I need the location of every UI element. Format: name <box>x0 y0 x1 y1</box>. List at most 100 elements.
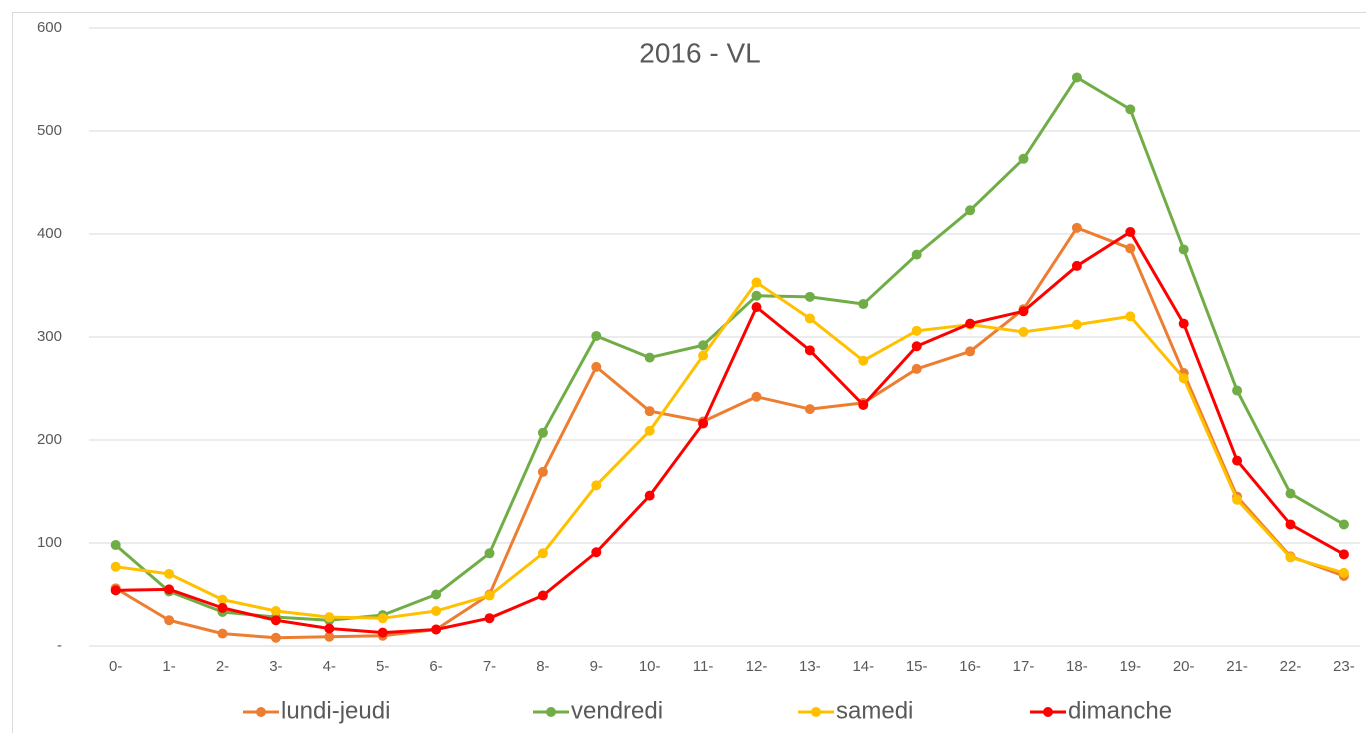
x-tick-label: 18- <box>1066 658 1088 675</box>
data-point <box>1285 488 1296 499</box>
x-tick-label: 16- <box>959 658 981 675</box>
y-tick-label: 500 <box>37 122 62 139</box>
x-tick-label: 6- <box>429 658 442 675</box>
data-point <box>1071 319 1082 330</box>
y-tick-label: 300 <box>37 328 62 345</box>
data-point <box>217 602 228 613</box>
data-point <box>804 313 815 324</box>
data-point <box>164 584 175 595</box>
data-point <box>1071 222 1082 233</box>
data-point <box>484 548 495 559</box>
data-point <box>1125 226 1136 237</box>
x-tick-label: 5- <box>376 658 389 675</box>
data-point <box>164 615 175 626</box>
data-point <box>1232 455 1243 466</box>
legend-label: samedi <box>836 697 913 724</box>
x-tick-label: 12- <box>746 658 768 675</box>
series-line <box>115 280 1345 620</box>
data-point <box>911 325 922 336</box>
data-point <box>1338 567 1349 578</box>
data-point <box>217 594 228 605</box>
x-tick-label: 20- <box>1173 658 1195 675</box>
y-tick-label: 400 <box>37 225 62 242</box>
data-point <box>431 624 442 635</box>
x-tick-label: 4- <box>323 658 336 675</box>
data-point <box>644 352 655 363</box>
data-point <box>1018 326 1029 337</box>
data-point <box>1178 318 1189 329</box>
data-point <box>431 589 442 600</box>
data-point <box>217 628 228 639</box>
data-point <box>965 318 976 329</box>
legend-label: lundi-jeudi <box>281 697 390 724</box>
data-point <box>1338 519 1349 530</box>
data-point <box>751 277 762 288</box>
data-point <box>911 363 922 374</box>
data-point <box>1125 243 1136 254</box>
data-point <box>591 547 602 558</box>
chart-title: 2016 - VL <box>639 37 760 68</box>
data-point <box>858 355 869 366</box>
x-tick-label: 3- <box>269 658 282 675</box>
x-tick-label: 13- <box>799 658 821 675</box>
y-tick-label: 100 <box>37 534 62 551</box>
data-point <box>377 627 388 638</box>
data-point <box>324 612 335 623</box>
y-tick-label: 600 <box>37 19 62 36</box>
legend-marker <box>1043 707 1053 717</box>
data-point <box>110 585 121 596</box>
data-point <box>804 345 815 356</box>
data-point <box>1285 552 1296 563</box>
data-point <box>1232 385 1243 396</box>
data-point <box>1125 311 1136 322</box>
y-tick-label: 200 <box>37 431 62 448</box>
x-tick-label: 19- <box>1119 658 1141 675</box>
data-point <box>698 350 709 361</box>
data-point <box>698 418 709 429</box>
data-point <box>965 346 976 357</box>
series-line <box>114 226 1345 640</box>
data-point <box>537 466 548 477</box>
data-point <box>644 425 655 436</box>
data-point <box>431 605 442 616</box>
data-point <box>1071 72 1082 83</box>
data-point <box>484 590 495 601</box>
data-point <box>591 330 602 341</box>
x-tick-label: 2- <box>216 658 229 675</box>
data-point <box>911 249 922 260</box>
data-point <box>1125 104 1136 115</box>
x-tick-label: 14- <box>852 658 874 675</box>
data-point <box>110 561 121 572</box>
legend-marker <box>256 707 266 717</box>
data-point <box>324 623 335 634</box>
data-point <box>377 613 388 624</box>
x-tick-label: 8- <box>536 658 549 675</box>
legend-marker <box>811 707 821 717</box>
x-tick-label: 11- <box>693 658 714 675</box>
data-point <box>858 399 869 410</box>
x-tick-label: 23- <box>1333 658 1355 675</box>
data-point <box>911 341 922 352</box>
x-tick-label: 15- <box>906 658 928 675</box>
data-point <box>270 615 281 626</box>
data-point <box>537 548 548 559</box>
x-tick-label: 10- <box>639 658 661 675</box>
y-tick-label: - <box>57 637 62 654</box>
data-point <box>270 632 281 643</box>
data-point <box>751 391 762 402</box>
data-point <box>270 605 281 616</box>
data-point <box>537 427 548 438</box>
data-point <box>164 568 175 579</box>
data-point <box>751 290 762 301</box>
legend-label: vendredi <box>571 697 663 724</box>
data-point <box>751 302 762 313</box>
data-point <box>804 291 815 302</box>
data-point <box>591 480 602 491</box>
data-point <box>1018 306 1029 317</box>
data-point <box>644 490 655 501</box>
x-tick-label: 22- <box>1280 658 1302 675</box>
x-tick-label: 9- <box>590 658 603 675</box>
x-tick-label: 0- <box>109 658 122 675</box>
data-point <box>591 361 602 372</box>
